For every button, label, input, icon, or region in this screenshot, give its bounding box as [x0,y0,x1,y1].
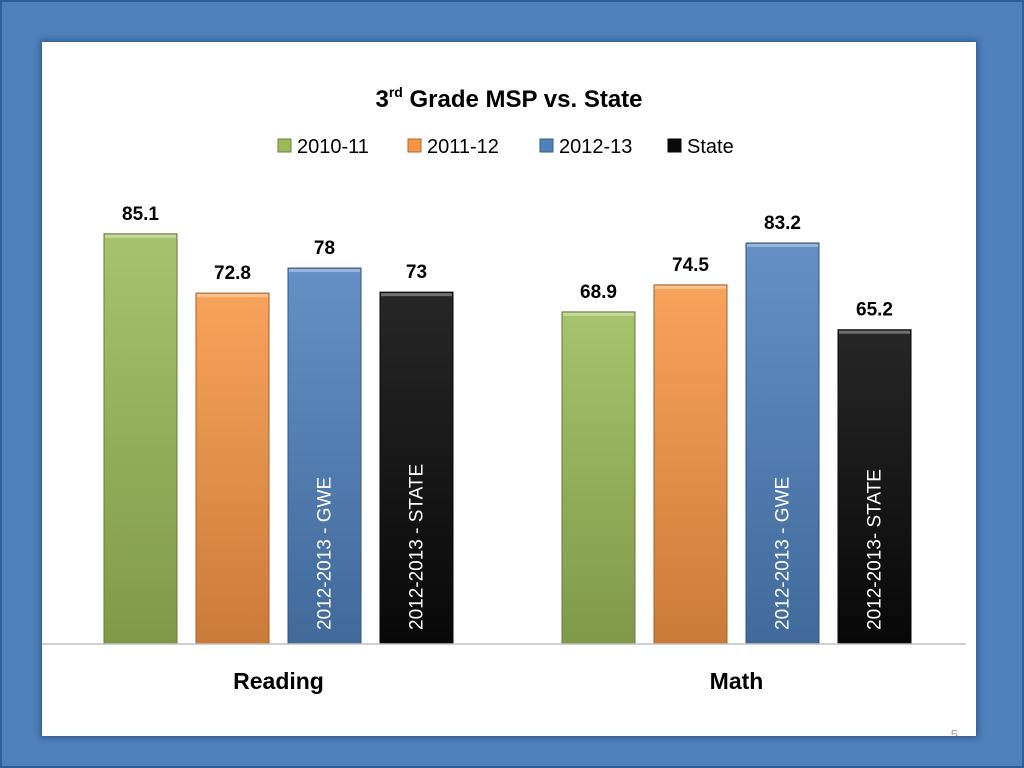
bar-annotation: 2012-2013 - GWE [315,477,336,630]
bar-chart: 3rd Grade MSP vs. State 2010-11 2011-12 20… [42,84,966,736]
bar-annotation: 2012-2013 - GWE [773,477,794,630]
legend-swatch-State [667,138,682,153]
legend-label-2012-13: 2012-13 [559,136,632,158]
value-label-math-2012-13: 83.2 [764,213,801,234]
value-labels: 85.1 72.8 78 73 68.9 74.5 83.2 65.2 [122,204,893,321]
bar-highlight [655,285,726,289]
slide: 3rd Grade MSP vs. State 2010-11 2011-12 20… [42,42,976,736]
bar-highlight [197,294,268,298]
category-labels: Reading Math [233,668,763,694]
legend-swatch-2011-12 [407,138,422,153]
value-label-reading-2011-12: 72.8 [214,263,251,284]
chart-title-rest: Grade MSP vs. State [403,86,643,113]
bar-reading-2010-11 [103,233,178,645]
bar-highlight [747,243,818,247]
bar-math-2012-13 [745,242,820,645]
bar-math-State [837,329,912,645]
bar-reading-2011-12 [195,292,270,645]
legend-swatch-2010-11 [277,138,292,153]
bar-annotation: 2012-2013- STATE [865,469,886,630]
chart-title-superscript: rd [389,84,403,100]
value-label-reading-2010-11: 85.1 [122,204,159,225]
legend-label-2010-11: 2010-11 [297,136,369,158]
legend-label-State: State [687,136,734,158]
value-label-reading-State: 73 [406,262,427,283]
bar-annotations: 2012-2013 - GWE 2012-2013 - STATE 2012-201… [315,464,886,630]
bar-reading-State [379,291,454,645]
bar-math-2011-12 [653,284,728,645]
bar-highlight [381,293,452,297]
value-label-reading-2012-13: 78 [314,238,335,259]
value-label-math-2010-11: 68.9 [580,282,617,303]
chart-title-base: 3 [375,86,388,113]
chart-title: 3rd Grade MSP vs. State [375,84,642,113]
page-number: 5 [951,727,958,736]
value-label-math-2011-12: 74.5 [672,255,709,276]
bars [103,233,912,645]
bar-math-2010-11 [561,311,636,645]
category-label-reading: Reading [233,668,324,694]
legend: 2010-11 2011-12 2012-13 State [277,136,734,158]
bar-reading-2012-13 [287,267,362,645]
bar-highlight [289,269,360,273]
value-label-math-State: 65.2 [856,300,893,321]
category-label-math: Math [710,668,764,694]
legend-swatch-2012-13 [539,138,554,153]
bar-highlight [105,234,176,238]
bar-highlight [563,312,634,316]
bar-annotation: 2012-2013 - STATE [407,464,428,630]
bar-highlight [839,330,910,334]
legend-label-2011-12: 2011-12 [427,136,499,158]
